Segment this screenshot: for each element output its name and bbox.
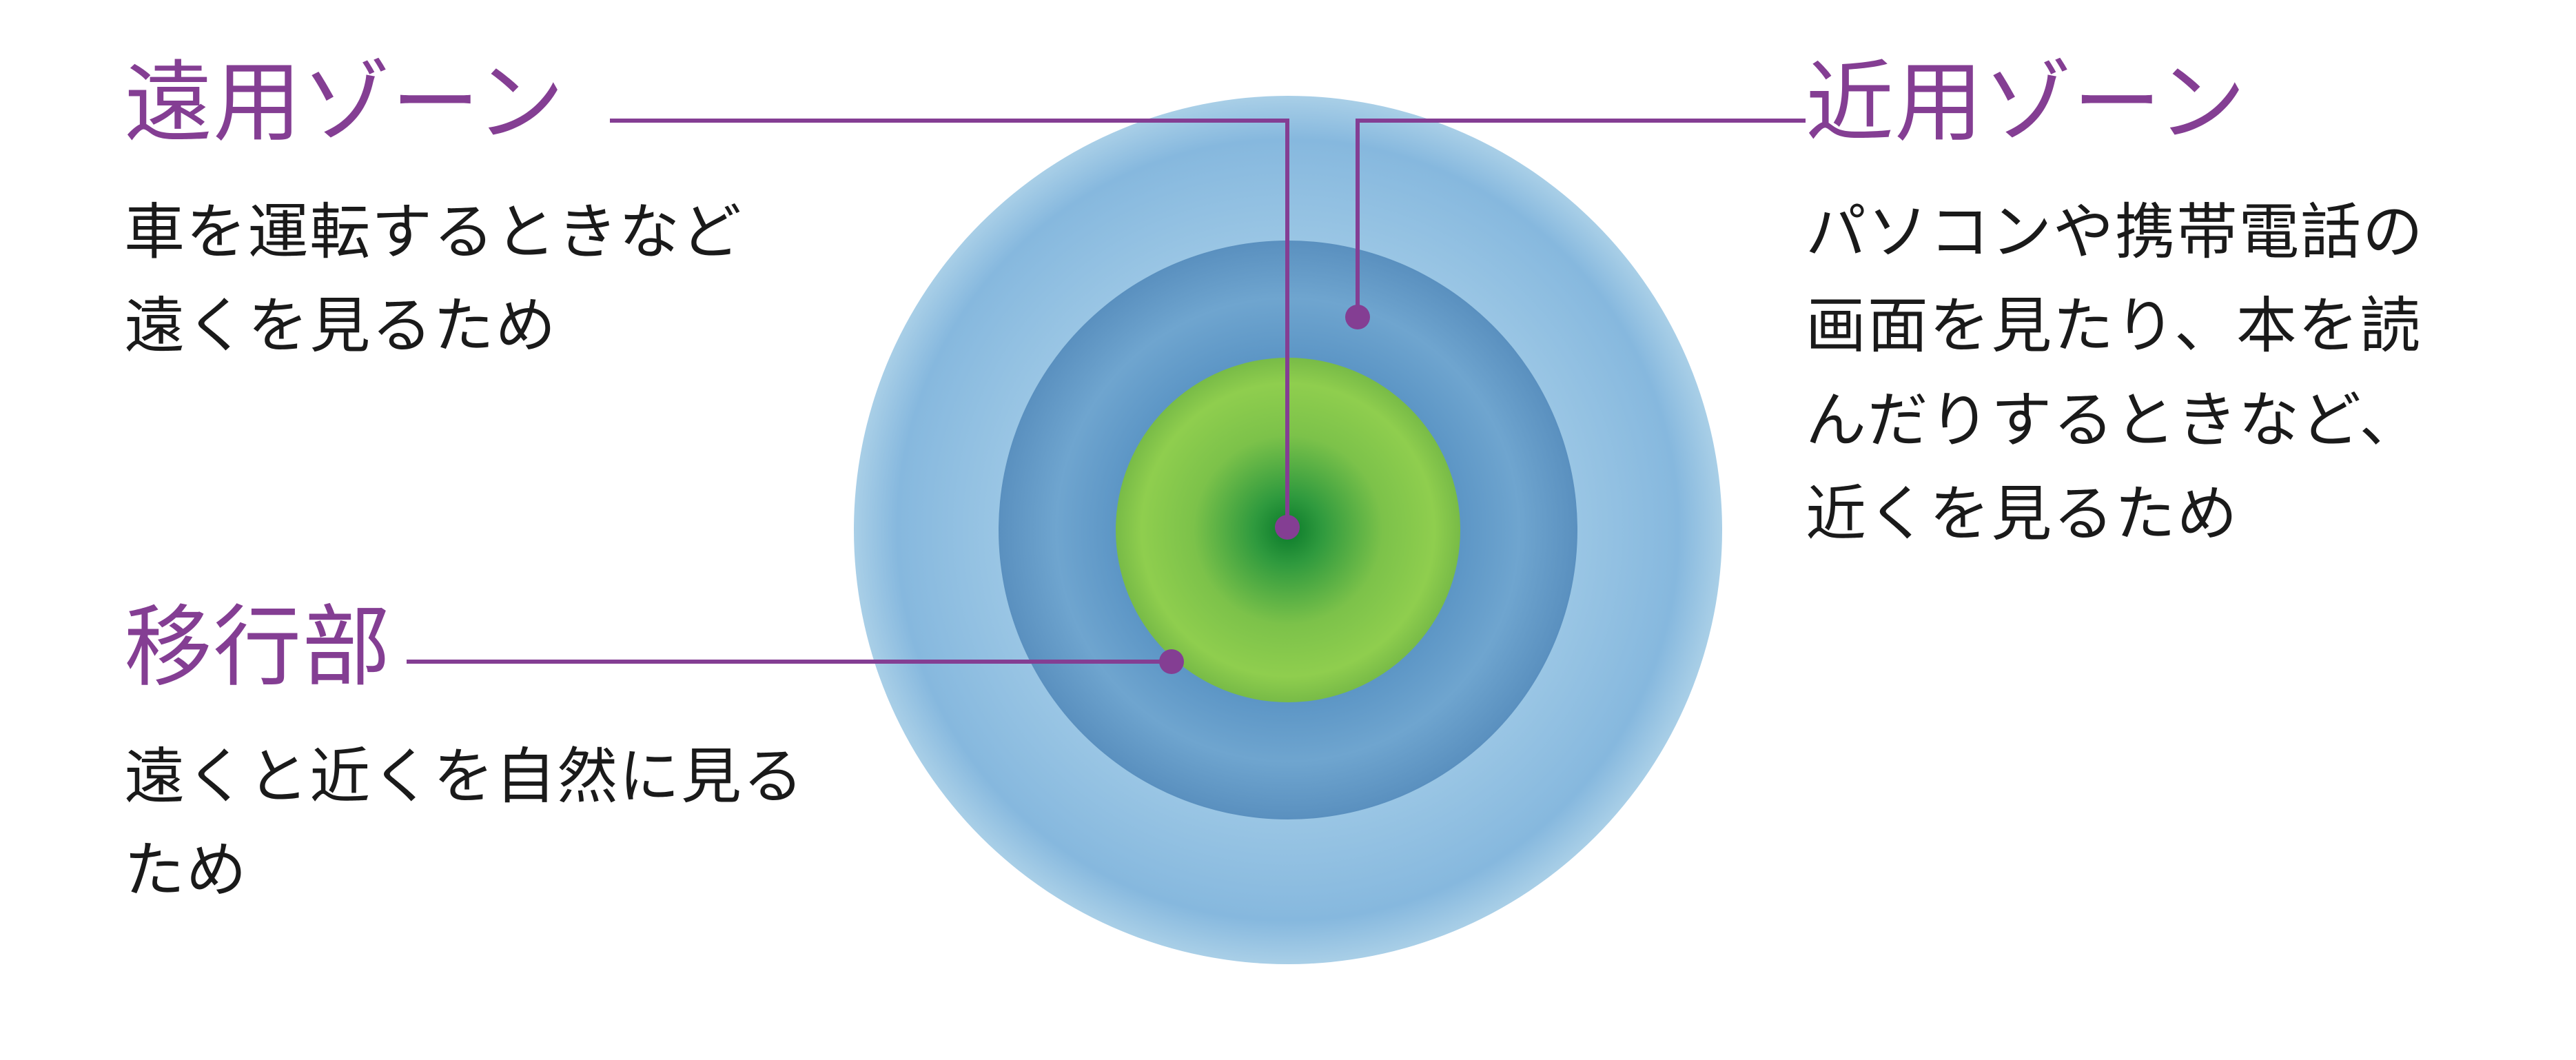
label-near-title: 近用ゾーン: [1806, 55, 2495, 152]
label-distance-desc: 車を運転するときなど遠くを見るため: [124, 185, 855, 374]
callout-leader-dot: [1275, 515, 1300, 540]
label-desc-line: 画面を見たり、本を読: [1806, 279, 2495, 373]
label-distance-title: 遠用ゾーン: [124, 55, 855, 152]
label-transition-desc: 遠くと近くを自然に見るため: [124, 730, 855, 918]
label-near-desc: パソコンや携帯電話の画面を見たり、本を読んだりするときなど、近くを見るため: [1806, 185, 2495, 562]
callout-leader-dot: [1345, 305, 1370, 329]
label-near-zone: 近用ゾーン パソコンや携帯電話の画面を見たり、本を読んだりするときなど、近くを見…: [1806, 55, 2495, 561]
label-desc-line: 遠くを見るため: [124, 279, 855, 373]
callout-leader-dot: [1159, 649, 1184, 674]
label-distance-zone: 遠用ゾーン 車を運転するときなど遠くを見るため: [124, 55, 855, 374]
label-desc-line: 車を運転するときなど: [124, 185, 855, 279]
label-transition-zone: 移行部 遠くと近くを自然に見るため: [124, 600, 855, 918]
label-desc-line: 遠くと近くを自然に見る: [124, 730, 855, 824]
label-desc-line: 近くを見るため: [1806, 467, 2495, 561]
diagram-stage: 遠用ゾーン 車を運転するときなど遠くを見るため 移行部 遠くと近くを自然に見るた…: [0, 0, 2576, 1060]
label-desc-line: パソコンや携帯電話の: [1806, 185, 2495, 279]
label-desc-line: んだりするときなど、: [1806, 374, 2495, 467]
label-desc-line: ため: [124, 824, 855, 917]
label-transition-title: 移行部: [124, 600, 855, 697]
